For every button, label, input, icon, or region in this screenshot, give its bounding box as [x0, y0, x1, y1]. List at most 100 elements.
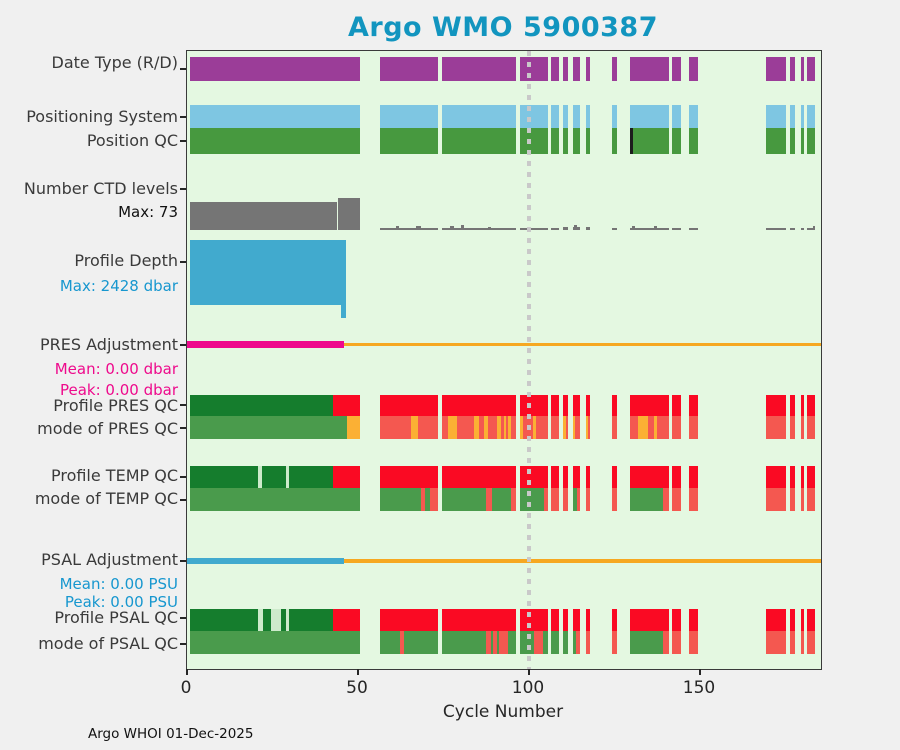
mode-temp-qc-segment [544, 488, 548, 511]
mode-pres-qc-segment [654, 416, 657, 439]
positioning-system-segment [520, 105, 548, 128]
position-qc-segment [806, 128, 815, 154]
x-tick [186, 669, 188, 675]
y-tick [180, 344, 186, 346]
mode-pres-qc-segment [637, 416, 648, 439]
profile-temp-qc-segment [520, 466, 548, 488]
ctd-levels-segment [464, 228, 488, 230]
profile-psal-qc-segment [672, 609, 681, 631]
mode-pres-qc-segment [347, 416, 360, 439]
position-qc-segment [689, 128, 698, 154]
date-type-segment [380, 57, 438, 81]
profile-pres-qc-segment [806, 395, 815, 416]
profile-pres-qc-segment [550, 395, 560, 416]
mode-temp-qc-segment [662, 488, 670, 511]
y-tick [180, 404, 186, 406]
ctd-levels-segment [790, 228, 796, 230]
ctd-levels-segment [450, 226, 454, 230]
mode-temp-qc-segment [562, 488, 569, 511]
profile-psal-qc-segment [380, 609, 438, 631]
mode-psal-qc-segment [190, 631, 360, 654]
profile-pres-qc-segment [562, 395, 569, 416]
profile-depth-segment [340, 240, 346, 318]
profile-psal-qc-segment [612, 609, 617, 631]
positioning-system-segment [380, 105, 438, 128]
date-type-segment [586, 57, 591, 81]
x-tick [528, 669, 530, 675]
profile-temp-qc-segment [380, 466, 438, 488]
profile-psal-qc-segment [586, 609, 591, 631]
ctd-levels-segment [399, 228, 417, 230]
profile-temp-qc-segment [612, 466, 617, 488]
profile-temp-qc-segment [258, 466, 262, 488]
profile-psal-qc-segment [258, 609, 263, 631]
position-qc-segment [766, 128, 786, 154]
y-tick [180, 499, 186, 501]
ctd-levels-segment [653, 226, 658, 230]
x-tick [357, 669, 359, 675]
mode-psal-qc-segment [576, 631, 581, 654]
ctd-levels-segment [657, 228, 670, 230]
mode-psal-qc-segment [493, 631, 497, 654]
mode-temp-qc-segment [806, 488, 815, 511]
mode-temp-qc-segment [550, 488, 560, 511]
mode-pres-qc-segment [474, 416, 480, 439]
profile-pres-qc-segment [586, 395, 591, 416]
mode-psal-qc-segment [806, 631, 815, 654]
date-type-segment [806, 57, 815, 81]
profile-psal-qc-segment [520, 609, 548, 631]
date-type-segment [572, 57, 581, 81]
positioning-system-segment [800, 105, 804, 128]
position-qc-segment [442, 128, 516, 154]
x-axis-label: Cycle Number [442, 702, 564, 722]
date-type-segment [612, 57, 617, 81]
mode-pres-qc-segment [800, 416, 804, 439]
mode-temp-qc-segment [790, 488, 796, 511]
ctd-levels-segment [612, 228, 617, 230]
row-label: Number CTD levels [23, 179, 178, 198]
profile-psal-qc-segment [285, 609, 289, 631]
mode-temp-qc-segment [380, 488, 438, 511]
ctd-levels-segment [766, 228, 786, 230]
row-label: mode of PRES QC [37, 419, 178, 438]
position-qc-segment [612, 128, 617, 154]
row-label: Profile PSAL QC [54, 608, 178, 627]
mode-psal-qc-segment [672, 631, 681, 654]
psal-adjustment-segment [344, 559, 821, 563]
plot-area [180, 50, 822, 675]
positioning-system-segment [612, 105, 617, 128]
position-qc-segment [790, 128, 796, 154]
row-label: PSAL Adjustment [41, 550, 178, 569]
ctd-levels-segment [631, 226, 635, 230]
y-tick [180, 643, 186, 645]
position-qc-segment [550, 128, 560, 154]
ctd-levels-segment [562, 227, 569, 230]
position-qc-segment [586, 128, 591, 154]
ctd-levels-segment [520, 228, 548, 230]
y-tick [180, 116, 186, 118]
mode-pres-qc-segment [380, 416, 438, 439]
profile-psal-qc-segment [562, 609, 569, 631]
mode-psal-qc-segment [380, 631, 438, 654]
date-type-segment [689, 57, 698, 81]
ctd-levels-segment [488, 227, 492, 230]
date-type-segment [672, 57, 681, 81]
profile-pres-qc-segment [612, 395, 617, 416]
row-label: Peak: 0.00 PSU [64, 593, 178, 611]
positioning-system-segment [630, 105, 670, 128]
ctd-levels-segment [460, 225, 464, 230]
row-label: Positioning System [26, 107, 178, 126]
row-label: Peak: 0.00 dbar [59, 381, 178, 399]
mode-temp-qc-segment [672, 488, 681, 511]
positioning-system-segment [442, 105, 516, 128]
profile-temp-qc-segment [572, 466, 581, 488]
y-tick [180, 68, 186, 70]
mode-psal-qc-segment [689, 631, 698, 654]
position-qc-segment [672, 128, 681, 154]
profile-temp-qc-segment [630, 466, 670, 488]
profile-psal-qc-segment [689, 609, 698, 631]
ctd-levels-segment [453, 228, 461, 230]
mode-psal-qc-segment [400, 631, 405, 654]
ctd-levels-segment [337, 198, 360, 230]
positioning-system-segment [672, 105, 681, 128]
